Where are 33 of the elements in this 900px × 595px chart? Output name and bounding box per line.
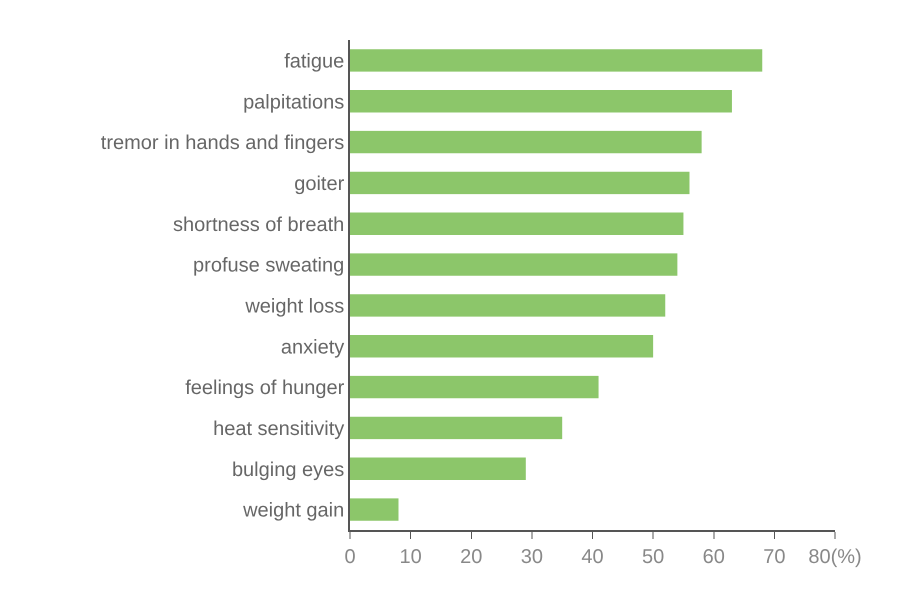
y-tick-label: shortness of breath <box>173 214 344 236</box>
y-tick-label: anxiety <box>280 336 344 358</box>
bar <box>350 458 526 480</box>
x-tick-label: 80(%) <box>808 546 862 568</box>
y-tick-label: palpitations <box>243 91 344 114</box>
bar <box>350 90 732 112</box>
bar <box>350 376 599 398</box>
y-tick-label: fatigue <box>284 50 344 72</box>
y-tick-label: tremor in hands and fingers <box>100 132 344 154</box>
y-tick-label: heat sensitivity <box>213 418 344 440</box>
y-tick-label: goiter <box>294 172 345 195</box>
bar <box>350 212 684 235</box>
y-tick-label: weight gain <box>242 500 344 522</box>
y-tick-label: bulging eyes <box>232 458 344 481</box>
x-tick-label: 50 <box>642 546 664 568</box>
bar <box>350 335 654 358</box>
y-tick-label: profuse sweating <box>193 254 344 277</box>
x-tick-label: 40 <box>581 546 604 568</box>
x-tick-label: 70 <box>763 546 786 568</box>
x-tick-label: 30 <box>520 546 544 568</box>
y-tick-label: weight loss <box>244 295 344 318</box>
x-tick-label: 60 <box>702 546 725 568</box>
bar <box>350 294 666 317</box>
bar <box>350 130 702 154</box>
bar <box>350 416 562 440</box>
bar <box>350 498 398 521</box>
x-tick-label: 20 <box>460 546 482 568</box>
x-tick-label: 10 <box>400 546 422 568</box>
x-tick-label: 0 <box>344 546 356 568</box>
bar <box>350 172 690 194</box>
bar <box>350 253 678 276</box>
y-tick-label: feelings of hunger <box>185 377 345 400</box>
bar <box>350 49 762 72</box>
